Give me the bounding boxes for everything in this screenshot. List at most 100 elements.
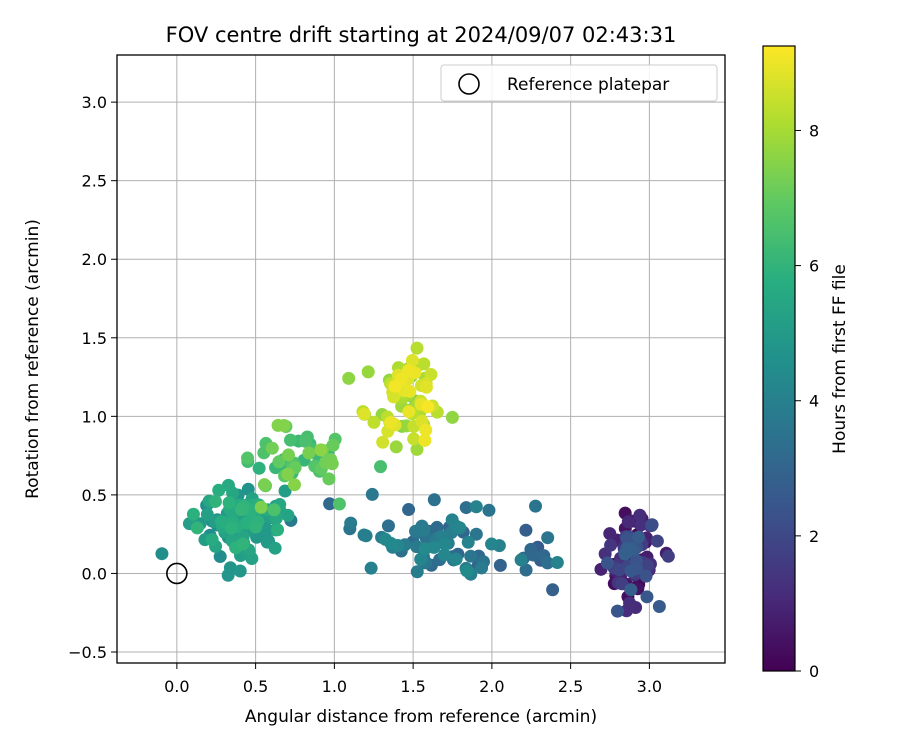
legend: Reference platepar <box>440 64 718 102</box>
legend-box <box>440 64 718 102</box>
data-point <box>418 433 432 447</box>
data-point <box>410 442 424 456</box>
data-point <box>438 548 452 562</box>
data-point <box>419 380 433 394</box>
data-point <box>190 521 204 535</box>
data-point <box>365 487 379 501</box>
data-point <box>514 553 528 567</box>
data-point <box>612 563 626 577</box>
data-point <box>249 520 263 534</box>
data-point <box>461 535 475 549</box>
x-axis-ticks: 0.0 0.5 1.0 1.5 2.0 2.5 3.0 <box>164 663 662 696</box>
colorbar-gradient <box>762 45 796 672</box>
y-tick-label: 2.0 <box>82 250 107 269</box>
legend-marker-icon <box>458 73 480 95</box>
colorbar-tick-label: 2 <box>809 527 819 546</box>
data-point <box>213 550 227 564</box>
colorbar-tick-label: 6 <box>809 257 819 276</box>
data-point <box>482 503 496 517</box>
data-point <box>475 561 489 575</box>
data-point <box>603 527 617 541</box>
data-point <box>621 515 635 529</box>
data-point <box>402 405 416 419</box>
data-point <box>257 478 271 492</box>
reference-platepar-marker <box>166 562 188 585</box>
data-point <box>364 561 378 575</box>
y-tick-label: 2.5 <box>82 172 107 191</box>
data-point <box>267 503 281 517</box>
data-point <box>357 528 371 542</box>
x-tick-label: 1.0 <box>322 677 347 696</box>
data-point <box>277 419 291 433</box>
data-point <box>325 457 339 471</box>
data-point <box>624 564 638 578</box>
data-point <box>639 569 653 583</box>
data-point <box>298 434 312 448</box>
x-tick-label: 2.0 <box>479 677 504 696</box>
data-point <box>604 538 618 552</box>
data-point <box>623 596 637 610</box>
data-point <box>661 549 675 563</box>
data-point <box>421 400 435 414</box>
data-point <box>410 341 424 355</box>
data-point <box>641 559 655 573</box>
colorbar-ticks: 0 2 4 6 8 <box>795 121 819 681</box>
data-point <box>287 478 301 492</box>
data-point <box>224 521 238 535</box>
y-tick-label: 0.5 <box>82 486 107 505</box>
data-point <box>540 556 554 570</box>
data-point <box>469 527 483 541</box>
x-tick-label: 0.0 <box>164 677 189 696</box>
data-point <box>403 384 417 398</box>
y-tick-label: 1.5 <box>82 329 107 348</box>
data-point <box>384 536 398 550</box>
data-point <box>519 523 533 537</box>
data-point <box>389 440 403 454</box>
data-point <box>278 484 292 498</box>
data-point <box>407 432 421 446</box>
data-point <box>414 552 428 566</box>
data-point <box>645 519 659 533</box>
data-point <box>314 443 328 457</box>
data-point <box>610 604 624 618</box>
data-points <box>155 341 675 618</box>
data-point <box>445 410 459 424</box>
data-point <box>281 467 295 481</box>
data-point <box>342 371 356 385</box>
data-point <box>323 497 337 511</box>
y-tick-label: 3.0 <box>82 93 107 112</box>
y-tick-label: −0.5 <box>68 643 107 662</box>
data-point <box>460 564 474 578</box>
chart-title: FOV centre drift starting at 2024/09/07 … <box>166 23 677 47</box>
colorbar-tick-label: 4 <box>809 392 819 411</box>
data-point <box>469 500 483 514</box>
data-point <box>620 532 634 546</box>
grid <box>117 55 725 663</box>
data-point <box>418 542 432 556</box>
data-point <box>208 494 222 508</box>
data-point <box>221 568 235 582</box>
plot-frame <box>116 54 726 664</box>
data-point <box>302 446 316 460</box>
data-point <box>357 407 371 421</box>
data-point <box>632 530 646 544</box>
data-point <box>493 558 507 572</box>
y-axis-label: Rotation from reference (arcmin) <box>23 219 43 499</box>
data-point <box>464 549 478 563</box>
data-point <box>332 497 346 511</box>
data-point <box>186 507 200 521</box>
data-point <box>200 507 214 521</box>
data-point <box>236 537 250 551</box>
data-point <box>376 435 390 449</box>
x-tick-label: 2.5 <box>558 677 583 696</box>
data-point <box>235 503 249 517</box>
colorbar: 0 2 4 6 8 Hours from first FF file <box>762 45 850 681</box>
data-point <box>633 508 647 522</box>
data-point <box>212 483 226 497</box>
x-tick-label: 1.5 <box>400 677 425 696</box>
data-point <box>652 599 666 613</box>
data-point <box>344 516 358 530</box>
data-point <box>624 583 638 597</box>
data-point <box>529 499 543 513</box>
